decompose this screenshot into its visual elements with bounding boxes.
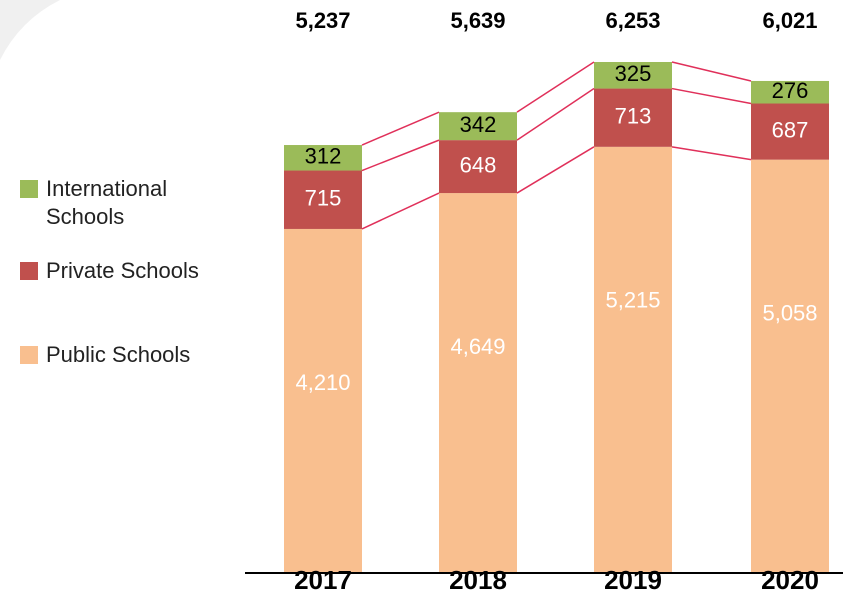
bar-segment [594, 88, 672, 147]
bar-segment [439, 140, 517, 194]
legend-label: International Schools [46, 176, 168, 229]
bar-segment [284, 145, 362, 171]
value-label: 312 [305, 144, 342, 169]
x-tick-label: 2018 [449, 565, 507, 595]
legend-item: Private Schools [20, 257, 260, 285]
connector-line [516, 146, 595, 194]
bar-segment [439, 193, 517, 573]
legend-swatch [20, 180, 38, 198]
connector-line [361, 139, 440, 172]
bar-segment [751, 80, 829, 104]
bar-segment [284, 170, 362, 229]
bar-segment [594, 62, 672, 89]
value-label: 713 [615, 104, 652, 129]
corner-shade [0, 0, 60, 60]
value-label: 325 [615, 61, 652, 86]
value-label: 687 [772, 117, 809, 142]
bar-segment [751, 159, 829, 574]
total-label: 5,237 [295, 8, 350, 33]
legend-label: Public Schools [46, 342, 191, 367]
connector-line [516, 61, 595, 113]
bar-segment [594, 146, 672, 573]
bar-segment [284, 228, 362, 573]
total-label: 5,639 [450, 8, 505, 33]
legend-swatch [20, 262, 38, 280]
value-label: 5,215 [605, 288, 660, 313]
connector-line [361, 192, 440, 230]
connector-line [516, 87, 595, 141]
x-tick-label: 2019 [604, 565, 662, 595]
bar-segment [751, 103, 829, 160]
legend-item: Public Schools [20, 341, 260, 369]
connector-line [671, 61, 752, 82]
connector-line [361, 111, 440, 146]
value-label: 648 [460, 152, 497, 177]
value-label: 4,210 [295, 370, 350, 395]
legend-swatch [20, 346, 38, 364]
total-label: 6,253 [605, 8, 660, 33]
connector-line [671, 146, 752, 161]
total-label: 6,021 [762, 8, 817, 33]
x-tick-label: 2017 [294, 565, 352, 595]
legend-label: Private Schools [46, 258, 199, 283]
value-label: 5,058 [762, 300, 817, 325]
legend-item: International Schools [20, 175, 220, 231]
value-label: 276 [772, 78, 809, 103]
value-label: 715 [305, 186, 342, 211]
value-label: 342 [460, 112, 497, 137]
connector-line [671, 87, 752, 105]
bar-segment [439, 112, 517, 141]
x-tick-label: 2020 [761, 565, 819, 595]
value-label: 4,649 [450, 334, 505, 359]
